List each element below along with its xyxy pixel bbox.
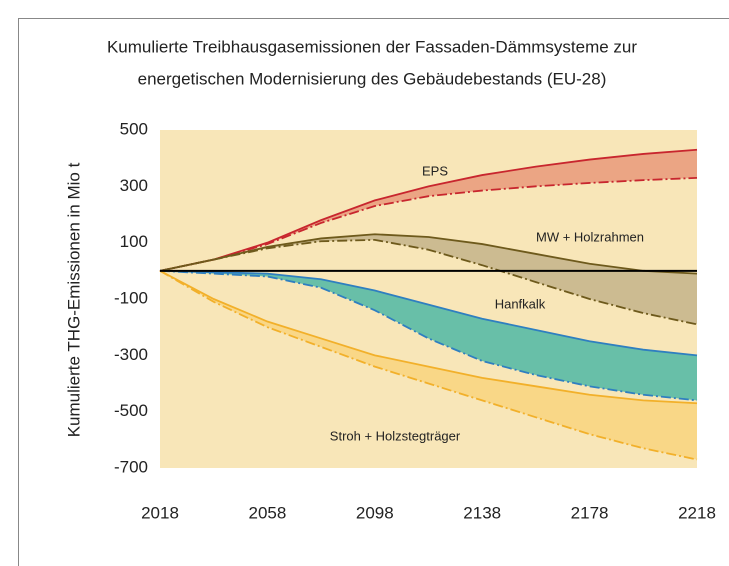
chart-title: Kumulierte Treibhausgasemissionen der Fa… <box>107 37 637 56</box>
band-fill <box>160 270 697 460</box>
band-fill <box>160 149 697 271</box>
series-label: MW + Holzrahmen <box>536 229 644 244</box>
series-line <box>159 233 698 275</box>
y-axis-label: Kumulierte THG-Emissionen in Mio t <box>64 162 83 437</box>
x-tick-label: 2138 <box>463 503 501 522</box>
series-line <box>159 269 698 357</box>
series-line <box>159 148 698 272</box>
series-line <box>159 238 698 326</box>
y-tick-label: -700 <box>114 457 148 476</box>
x-tick-label: 2218 <box>678 503 716 522</box>
series-label: Hanfkalk <box>495 296 546 311</box>
y-tick-label: -500 <box>114 401 148 420</box>
series-label: Stroh + Holzstegträger <box>330 428 461 443</box>
y-tick-label: 100 <box>120 232 148 251</box>
series-line <box>159 176 698 272</box>
x-tick-label: 2058 <box>248 503 286 522</box>
x-tick-label: 2178 <box>571 503 609 522</box>
x-tick-label: 2098 <box>356 503 394 522</box>
series-line <box>159 270 698 461</box>
chart-title: energetischen Modernisierung des Gebäude… <box>138 69 607 88</box>
y-tick-label: 300 <box>120 176 148 195</box>
band-fill <box>160 270 697 401</box>
series-line <box>159 269 698 402</box>
y-tick-label: -300 <box>114 345 148 364</box>
band-fill <box>160 234 697 325</box>
y-tick-label: -100 <box>114 288 148 307</box>
y-tick-label: 500 <box>120 119 148 138</box>
x-tick-label: 2018 <box>141 503 179 522</box>
series-label: EPS <box>422 163 448 178</box>
series-line <box>159 270 698 405</box>
